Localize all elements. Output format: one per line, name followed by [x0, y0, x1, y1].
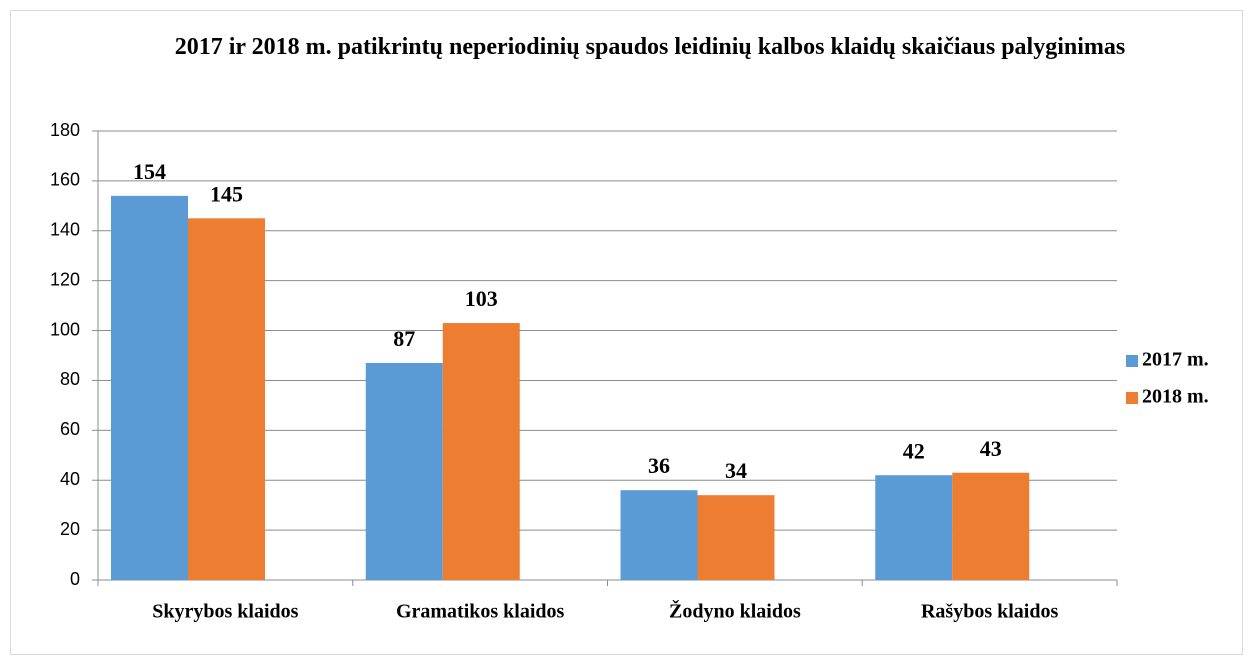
- y-tick-label: 120: [50, 269, 80, 289]
- data-label: 36: [648, 453, 670, 478]
- x-tick-label: Rašybos klaidos: [921, 601, 1058, 623]
- bar: [952, 472, 1030, 580]
- y-tick-label: 180: [50, 120, 80, 140]
- bar: [365, 362, 443, 580]
- bar: [111, 195, 188, 580]
- data-label: 145: [210, 181, 243, 206]
- data-label: 34: [725, 458, 747, 483]
- data-label: 43: [980, 436, 1002, 461]
- bar: [442, 323, 520, 580]
- y-tick-label: 80: [60, 369, 80, 389]
- y-tick-label: 0: [70, 569, 80, 589]
- x-tick-label: Gramatikos klaidos: [396, 601, 565, 623]
- x-tick-label: Skyrybos klaidos: [152, 601, 298, 623]
- bar: [620, 490, 698, 580]
- data-label: 103: [465, 286, 498, 311]
- bar: [875, 475, 953, 580]
- x-tick-label: Žodyno klaidos: [669, 599, 801, 623]
- data-label: 87: [393, 326, 415, 351]
- bar: [188, 218, 265, 581]
- y-tick-label: 100: [50, 319, 80, 339]
- legend-label: 2018 m.: [1142, 386, 1209, 408]
- bar: [697, 495, 775, 580]
- y-tick-label: 40: [60, 469, 80, 489]
- data-label: 154: [133, 159, 166, 184]
- legend-swatch: [1126, 355, 1138, 367]
- y-tick-label: 60: [60, 419, 80, 439]
- y-tick-label: 20: [60, 519, 80, 539]
- y-tick-label: 160: [50, 170, 80, 190]
- chart-title: 2017 ir 2018 m. patikrintų neperiodinių …: [174, 34, 1126, 60]
- y-tick-label: 140: [50, 220, 80, 240]
- legend-label: 2017 m.: [1142, 349, 1209, 371]
- legend-swatch: [1126, 392, 1138, 404]
- data-label: 42: [903, 438, 925, 463]
